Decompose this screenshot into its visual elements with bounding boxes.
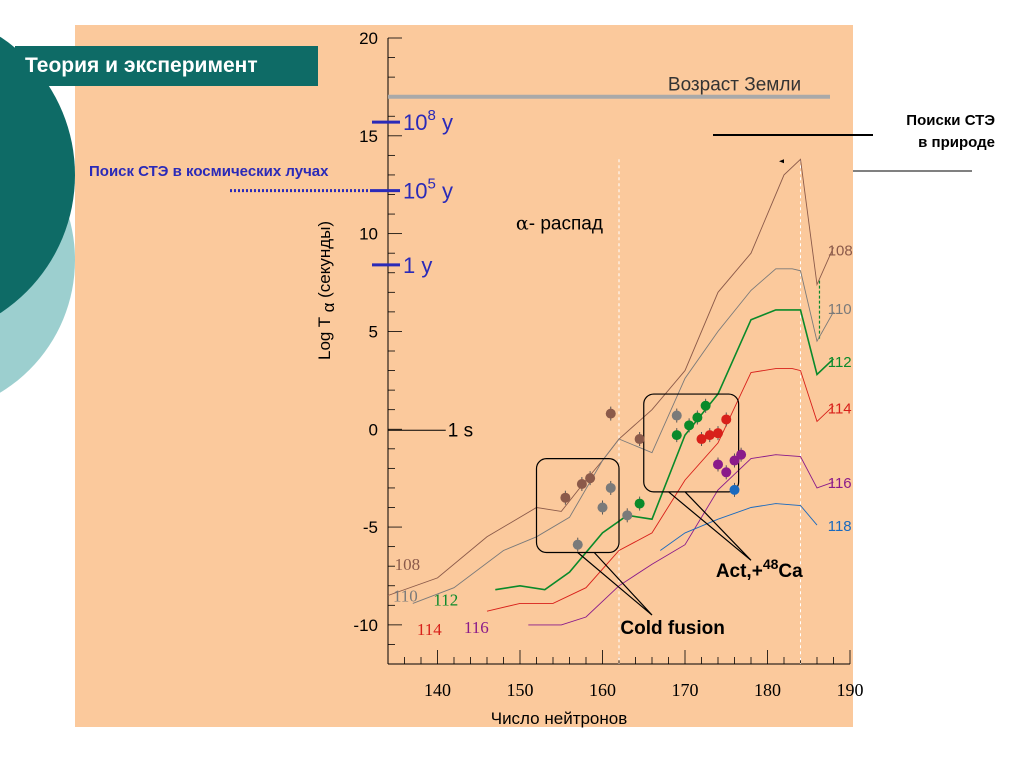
time-marker-label: 105 y bbox=[403, 176, 453, 204]
nature-search-note: Поиски СТЭ в природе bbox=[845, 110, 995, 154]
series-end-label: 108 bbox=[828, 242, 853, 259]
y-tick-label: 20 bbox=[359, 29, 378, 48]
cold-fusion-callout bbox=[577, 552, 653, 616]
series-line-116 bbox=[528, 454, 834, 626]
nature-search-line-2: в природе bbox=[918, 134, 995, 151]
one-second-label: 1 s bbox=[448, 420, 473, 441]
data-point bbox=[721, 467, 732, 478]
data-point bbox=[692, 412, 703, 423]
data-point bbox=[736, 449, 747, 460]
x-tick-label: 170 bbox=[672, 680, 699, 700]
nature-search-line-1: Поиски СТЭ bbox=[906, 112, 995, 129]
series-start-label: 114 bbox=[417, 620, 442, 639]
data-point bbox=[576, 479, 587, 490]
data-point bbox=[671, 410, 682, 421]
series-line-108 bbox=[387, 158, 834, 596]
y-tick-label: -10 bbox=[353, 616, 378, 635]
x-tick-label: 160 bbox=[589, 680, 616, 700]
decor-circle-dark bbox=[0, 36, 75, 314]
data-point bbox=[729, 455, 740, 466]
chart-panel bbox=[75, 25, 853, 727]
y-tick-label: 10 bbox=[359, 225, 378, 244]
series-end-label: 110 bbox=[828, 301, 852, 318]
series-end-label: 118 bbox=[828, 518, 852, 535]
series-start-label: 108 bbox=[395, 555, 421, 574]
cold-fusion-label: Cold fusion bbox=[620, 618, 724, 639]
series-start-label: 116 bbox=[464, 618, 489, 637]
slide-title: Теория и эксперимент bbox=[15, 46, 318, 86]
data-point bbox=[721, 414, 732, 425]
x-tick-label: 180 bbox=[754, 680, 781, 700]
series-end-label: 116 bbox=[828, 475, 852, 492]
data-point bbox=[605, 482, 616, 493]
time-marker-label: 108 y bbox=[403, 107, 453, 135]
y-tick-label: -5 bbox=[363, 518, 378, 537]
act-ca-callout bbox=[668, 491, 752, 561]
data-point bbox=[622, 510, 633, 521]
data-point bbox=[634, 498, 645, 509]
x-tick-label: 140 bbox=[424, 680, 451, 700]
series-start-label: 110 bbox=[393, 587, 418, 606]
data-point bbox=[696, 434, 707, 445]
data-point bbox=[605, 408, 616, 419]
series-line-118 bbox=[660, 503, 818, 551]
data-point bbox=[585, 473, 596, 484]
data-point bbox=[572, 539, 583, 550]
time-marker-label: 1 y bbox=[403, 253, 432, 278]
data-point bbox=[713, 459, 723, 470]
peak-arrow-head bbox=[779, 159, 784, 164]
y-axis-title: Log T α (секунды) bbox=[315, 221, 338, 360]
series-end-label: 112 bbox=[828, 354, 852, 371]
cosmic-ray-search-note: Поиск СТЭ в космических лучах bbox=[89, 163, 329, 180]
series-start-label: 112 bbox=[433, 590, 458, 609]
data-point bbox=[729, 484, 740, 495]
y-tick-label: 15 bbox=[359, 127, 378, 146]
x-axis-title: Число нейтронов bbox=[491, 709, 628, 728]
data-point bbox=[684, 420, 695, 431]
y-tick-label: 0 bbox=[369, 420, 378, 439]
data-point bbox=[634, 434, 645, 445]
series-line-110 bbox=[412, 268, 834, 604]
earth-age-label: Возраст Земли bbox=[668, 75, 801, 96]
data-point bbox=[560, 492, 571, 503]
data-point bbox=[671, 430, 682, 441]
series-end-label: 114 bbox=[828, 401, 852, 418]
data-point bbox=[700, 400, 711, 411]
data-point bbox=[704, 430, 715, 441]
x-tick-label: 150 bbox=[507, 680, 534, 700]
act-ca-label: Act,+48Ca bbox=[716, 556, 803, 582]
alpha-decay-label: α- распад bbox=[516, 213, 603, 235]
series-line-114 bbox=[486, 368, 834, 612]
x-tick-label: 190 bbox=[837, 680, 864, 700]
series-line-112 bbox=[495, 309, 835, 591]
y-tick-label: 5 bbox=[369, 322, 378, 341]
data-point bbox=[597, 502, 608, 513]
data-point bbox=[713, 428, 723, 439]
act-ca-box bbox=[643, 393, 740, 493]
